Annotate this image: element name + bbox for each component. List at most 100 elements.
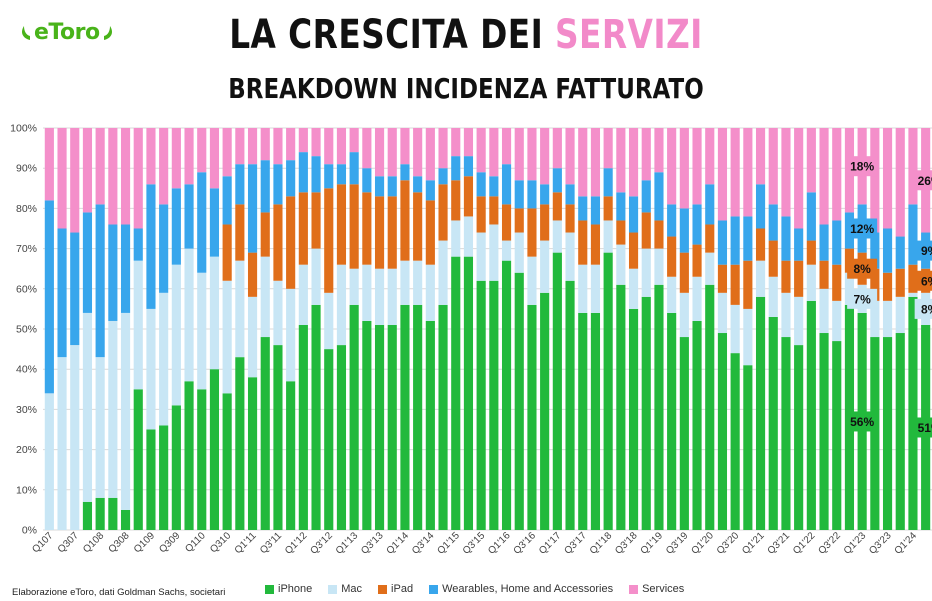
bar-segment-mac xyxy=(565,232,575,281)
x-tick-label: Q1'19 xyxy=(639,530,666,557)
bar-segment-iphone xyxy=(476,280,486,530)
bar-segment-services xyxy=(743,128,753,217)
bar-segment-wearables xyxy=(641,180,651,213)
title-prefix: LA CRESCITA DEI xyxy=(229,12,556,58)
legend-item-mac: Mac xyxy=(328,583,362,595)
data-label-box xyxy=(847,218,878,239)
bar-segment-ipad xyxy=(819,260,829,289)
bar-segment-mac xyxy=(463,216,474,257)
bar-segment-ipad xyxy=(730,264,740,305)
bar-segment-mac xyxy=(654,248,664,285)
bar-segment-iphone xyxy=(108,497,118,530)
bar-segment-iphone xyxy=(514,272,524,530)
bar-segment-iphone xyxy=(717,333,728,530)
bar-segment-services xyxy=(501,128,512,165)
y-tick-label: 40% xyxy=(16,364,37,376)
bar-segment-services xyxy=(171,128,181,189)
bar-segment-iphone xyxy=(413,304,423,530)
bar-segment-wearables xyxy=(781,216,791,261)
bar-segment-services xyxy=(44,128,54,201)
bar-segment-ipad xyxy=(501,204,512,241)
bar-segment-services xyxy=(514,128,524,181)
bar-segment-iphone xyxy=(197,389,207,530)
x-tick-label: Q3'20 xyxy=(715,530,742,557)
bar-segment-ipad xyxy=(717,264,728,293)
bar-segment-wearables xyxy=(705,184,715,225)
bar-segment-iphone xyxy=(794,345,804,530)
bar-segment-mac xyxy=(501,240,512,261)
bull-horn-right-icon xyxy=(103,25,112,40)
bar-segment-ipad xyxy=(235,204,245,261)
bar-segment-ipad xyxy=(552,192,562,221)
bar-segment-wearables xyxy=(679,208,689,253)
bar-segment-iphone xyxy=(222,393,232,530)
bar-segment-ipad xyxy=(781,260,791,293)
bar-segment-mac xyxy=(870,300,880,338)
bar-segment-iphone xyxy=(616,284,626,530)
bar-segment-wearables xyxy=(578,196,588,221)
bar-segment-ipad xyxy=(311,192,321,249)
y-tick-label: 50% xyxy=(16,324,37,336)
bar-segment-wearables xyxy=(324,164,334,189)
x-tick-label: Q110 xyxy=(183,530,208,555)
bar-segment-iphone xyxy=(95,497,105,530)
data-label: 26% xyxy=(918,174,932,188)
x-tick-label: Q109 xyxy=(132,530,157,555)
y-tick-label: 0% xyxy=(22,525,37,537)
bar-segment-services xyxy=(286,128,296,161)
bar-segment-mac xyxy=(146,308,156,430)
bar-segment-services xyxy=(730,128,740,217)
bar-segment-mac xyxy=(209,256,220,370)
bar-segment-iphone xyxy=(895,333,905,530)
bar-segment-iphone xyxy=(819,333,829,530)
bar-segment-ipad xyxy=(476,196,486,233)
bar-segment-mac xyxy=(159,292,169,426)
bar-segment-mac xyxy=(844,272,855,305)
x-tick-label: Q3'18 xyxy=(613,530,640,557)
data-label: 8% xyxy=(853,262,871,276)
bar-segment-iphone xyxy=(667,312,677,530)
bar-segment-mac xyxy=(108,320,118,498)
bar-segment-wearables xyxy=(654,172,664,221)
bar-segment-wearables xyxy=(603,168,613,197)
x-tick-label: Q310 xyxy=(208,530,233,555)
source-note: Elaborazione eToro, dati Goldman Sachs, … xyxy=(12,587,226,598)
y-tick-label: 30% xyxy=(16,404,37,416)
bar-segment-iphone xyxy=(603,252,613,530)
x-tick-label: Q3'15 xyxy=(461,530,488,557)
legend-label-mac: Mac xyxy=(341,583,363,595)
bar-segment-wearables xyxy=(552,168,562,193)
bar-segment-mac xyxy=(387,268,397,325)
bar-segment-services xyxy=(781,128,791,217)
bar-segment-ipad xyxy=(806,240,816,265)
bar-segment-iphone xyxy=(362,320,372,530)
bar-segment-wearables xyxy=(755,184,766,229)
bar-segment-services xyxy=(133,128,143,229)
bar-segment-iphone xyxy=(540,292,550,530)
bar-segment-iphone xyxy=(882,337,893,530)
bar-segment-iphone xyxy=(628,308,639,530)
bar-segment-ipad xyxy=(349,184,359,269)
bar-segment-wearables xyxy=(120,224,131,313)
bar-segment-services xyxy=(717,128,728,221)
bar-segment-iphone xyxy=(184,381,194,530)
bar-segment-iphone xyxy=(425,320,435,530)
data-label: 9% xyxy=(921,244,932,258)
bar-segment-iphone xyxy=(451,256,461,530)
legend-item-iphone: iPhone xyxy=(265,583,312,595)
bar-segment-services xyxy=(667,128,677,205)
bar-segment-iphone xyxy=(374,324,385,530)
bar-segment-mac xyxy=(362,264,372,321)
bar-segment-services xyxy=(755,128,766,185)
bar-segment-wearables xyxy=(57,228,67,358)
bar-segment-services xyxy=(324,128,334,165)
bar-segment-wearables xyxy=(413,176,423,193)
bar-segment-ipad xyxy=(438,184,448,241)
x-tick-label: Q307 xyxy=(56,530,81,555)
x-tick-label: Q1'16 xyxy=(486,530,513,557)
bar-segment-services xyxy=(95,128,105,205)
bar-segment-wearables xyxy=(197,172,207,273)
legend-swatch-ipad xyxy=(378,584,388,594)
bar-segment-ipad xyxy=(832,264,842,301)
